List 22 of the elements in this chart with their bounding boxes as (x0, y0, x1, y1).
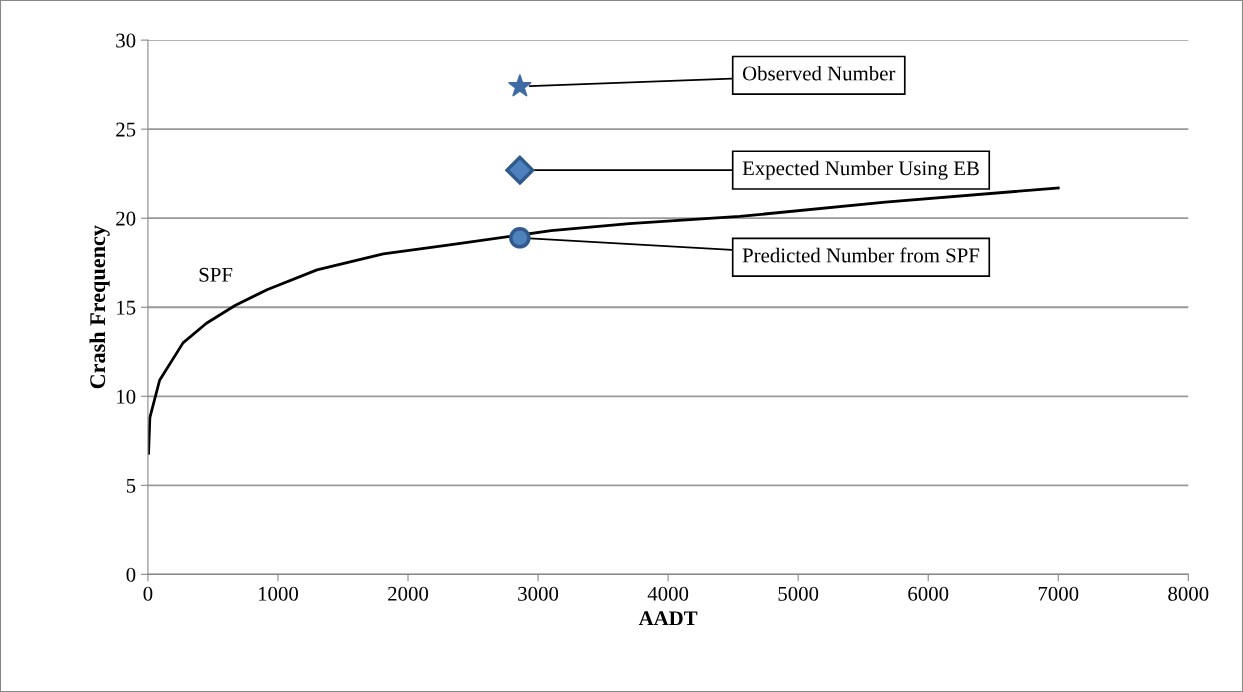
x-tick-label: 1000 (258, 586, 298, 601)
x-tick-label: 5000 (778, 586, 819, 601)
x-tick-label: 8000 (1168, 586, 1209, 601)
y-axis-title: Crash Frequency (89, 225, 110, 389)
x-tick-label: 3000 (518, 586, 559, 601)
x-tick-label: 2000 (388, 586, 429, 601)
x-axis-title: AADT (638, 611, 698, 626)
x-tick-label: 6000 (908, 586, 949, 601)
y-tick-label: 5 (126, 478, 136, 493)
text: Predicted Number from SPF (742, 247, 980, 263)
x-tick-label: 4000 (647, 586, 689, 601)
y-tick-label: 0 (126, 567, 136, 582)
text: Observed Number (742, 65, 896, 81)
x-tick-label: 0 (143, 586, 153, 601)
y-tick-label: 15 (117, 300, 136, 315)
y-tick-label: 25 (116, 122, 136, 137)
y-tick-label: 10 (117, 389, 136, 404)
text: Expected Number Using EB (742, 160, 979, 180)
series-label: SPF (199, 267, 233, 282)
y-tick-label: 30 (116, 33, 136, 48)
x-tick-label: 7000 (1038, 586, 1079, 601)
y-tick-label: 20 (116, 211, 136, 226)
